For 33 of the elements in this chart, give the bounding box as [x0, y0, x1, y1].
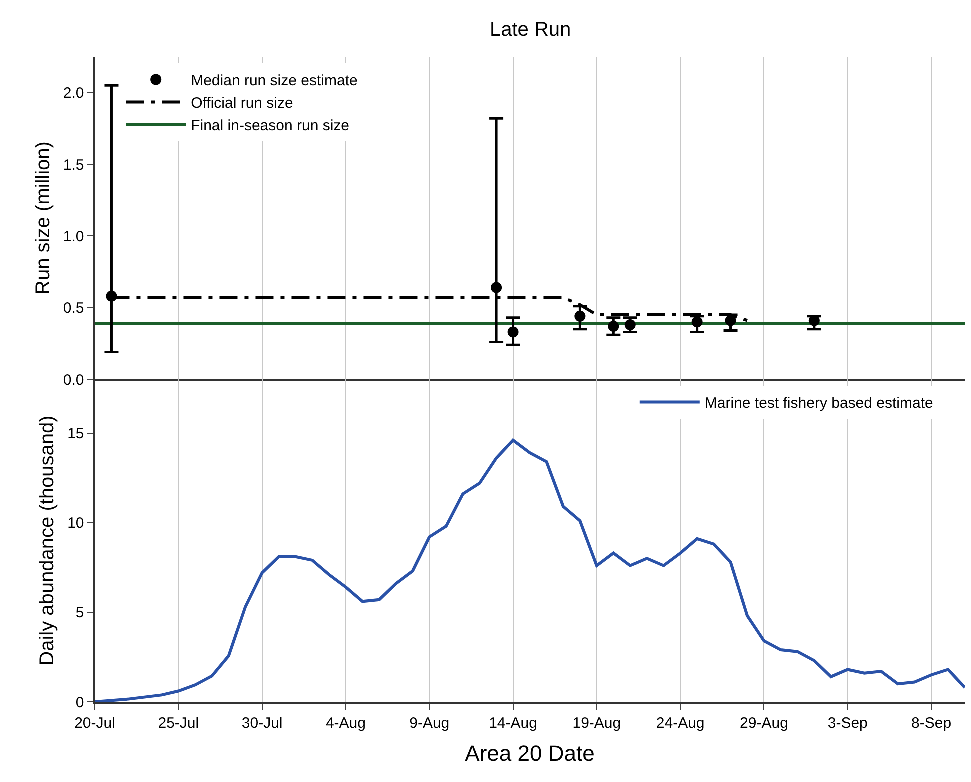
x-tick-label: 8-Sep: [912, 714, 952, 732]
y-axis-title: Daily abundance (thousand): [36, 416, 59, 666]
x-tick-label: 25-Jul: [158, 714, 200, 732]
x-tick-label: 20-Jul: [74, 714, 116, 732]
x-tick-label: 29-Aug: [740, 714, 788, 732]
x-tick-label: 30-Jul: [242, 714, 283, 732]
y-tick-label: 15: [68, 426, 84, 442]
y-tick-label: 0.0: [63, 372, 84, 389]
chart-title: Late Run: [490, 19, 572, 41]
legend-label: Official run size: [191, 95, 294, 112]
x-axis-title: Area 20 Date: [465, 741, 595, 766]
x-tick-label: 19-Aug: [572, 714, 622, 732]
y-tick-label: 10: [68, 515, 84, 532]
x-tick-label: 3-Sep: [828, 714, 868, 732]
x-tick-label: 9-Aug: [410, 714, 450, 732]
y-tick-label: 2.0: [63, 85, 84, 102]
y-tick-label: 1.0: [63, 228, 84, 246]
legend-label: Final in-season run size: [191, 118, 350, 135]
point: [508, 326, 519, 338]
x-tick-label: 24-Aug: [656, 714, 705, 732]
x-tick-label: 4-Aug: [326, 714, 366, 732]
legend-label: Marine test fishery based estimate: [704, 395, 934, 412]
y-tick-label: 5: [76, 604, 84, 622]
point: [692, 316, 703, 328]
y-tick-label: 1.5: [63, 156, 84, 174]
point: [491, 282, 502, 294]
y-axis-title: Run size (million): [32, 142, 54, 295]
point: [808, 315, 820, 326]
y-tick-label: 0: [76, 694, 84, 712]
x-tick-label: 14-Aug: [489, 714, 538, 732]
point: [574, 310, 586, 322]
legend-label: Median run size estimate: [191, 72, 358, 90]
y-tick-label: 0.5: [63, 300, 84, 318]
